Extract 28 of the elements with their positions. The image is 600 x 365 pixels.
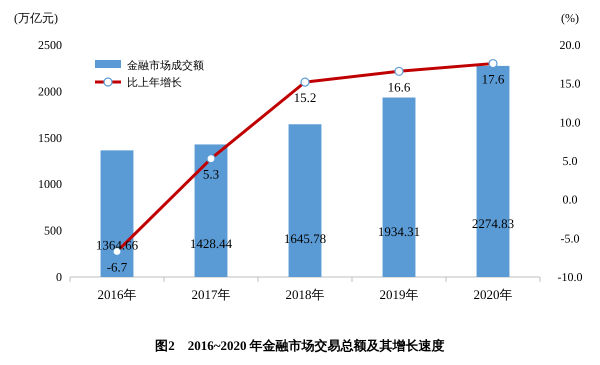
- x-tick-label: 2019年: [380, 287, 418, 302]
- y-tick-label: 1000: [38, 177, 62, 192]
- data-label: 17.6: [482, 72, 505, 87]
- y-tick-label: 500: [44, 224, 62, 238]
- y2-tick-label: 15.0: [560, 76, 580, 91]
- y-tick-label: 2500: [38, 38, 62, 52]
- y2-tick-label: 20.0: [560, 38, 580, 52]
- data-label: -6.7: [106, 259, 128, 274]
- y2-tick-label: -10.0: [558, 270, 582, 284]
- legend-label: 金融市场成交额: [127, 59, 204, 72]
- x-tick-label: 2017年: [192, 287, 230, 302]
- y-tick-label: 0: [56, 270, 62, 284]
- legend-label: 比上年增长: [127, 76, 182, 89]
- y-tick-label: 1500: [38, 130, 62, 145]
- y-tick-label: 2000: [38, 84, 62, 98]
- text: 图2 2016~2020 年金融市场交易总额及其增长速度: [155, 338, 445, 353]
- x-tick-label: 2018年: [286, 287, 324, 302]
- y-axis-title: (万亿元): [14, 11, 58, 25]
- x-tick-label: 2020年: [474, 287, 512, 302]
- data-label: 16.6: [388, 79, 411, 94]
- y2-tick-label: 5.0: [562, 154, 578, 168]
- data-label: 5.3: [202, 166, 220, 182]
- y2-tick-label: -5.0: [560, 231, 580, 246]
- y2-tick-label: 0.0: [562, 192, 578, 207]
- y2-axis-title: (%): [561, 11, 579, 25]
- y2-tick-label: 10.0: [560, 115, 580, 130]
- x-tick-label: 2016年: [98, 287, 136, 302]
- data-label: 15.2: [294, 90, 316, 106]
